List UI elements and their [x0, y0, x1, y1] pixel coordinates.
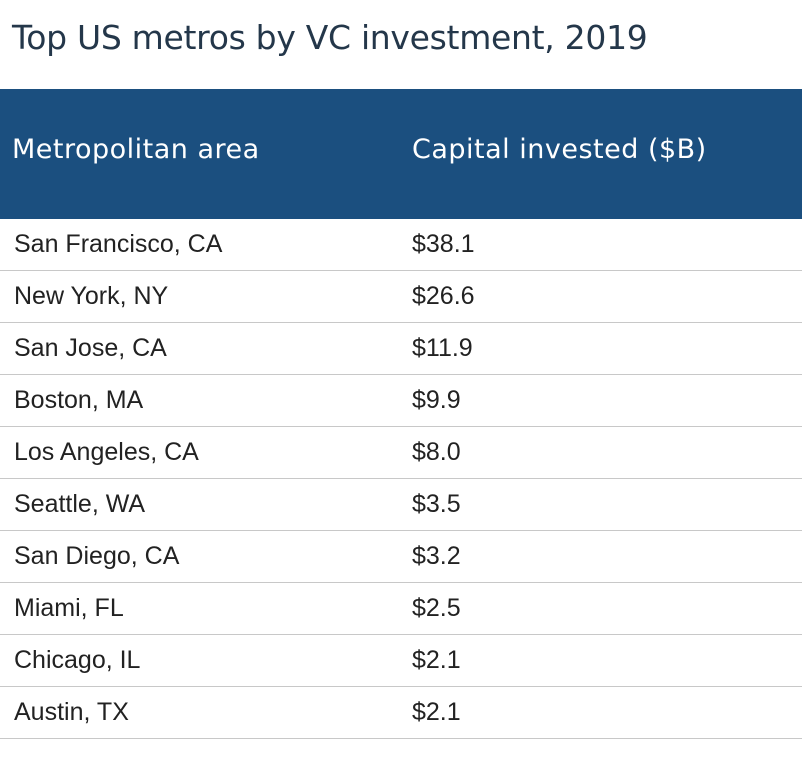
table-body: San Francisco, CA $38.1 New York, NY $26.6 S… — [0, 219, 802, 739]
table-row: Boston, MA $9.9 — [0, 375, 802, 427]
table-row: New York, NY $26.6 — [0, 271, 802, 323]
capital-cell: $11.9 — [412, 334, 473, 362]
table-row: Miami, FL $2.5 — [0, 583, 802, 635]
metro-cell: Chicago, IL — [14, 646, 141, 674]
metro-cell: San Jose, CA — [14, 334, 167, 362]
capital-cell: $3.2 — [412, 542, 461, 570]
vc-table: Metropolitan area Capital invested ($B) … — [0, 89, 802, 739]
table-row: San Jose, CA $11.9 — [0, 323, 802, 375]
capital-cell: $2.1 — [412, 698, 461, 726]
metro-cell: Los Angeles, CA — [14, 438, 199, 466]
capital-cell: $8.0 — [412, 438, 461, 466]
chart-title: Top US metros by VC investment, 2019 — [12, 18, 648, 57]
capital-cell: $26.6 — [412, 282, 475, 310]
table-row: Austin, TX $2.1 — [0, 687, 802, 739]
metro-cell: Boston, MA — [14, 386, 144, 414]
metro-cell: Miami, FL — [14, 594, 124, 622]
metro-cell: San Diego, CA — [14, 542, 180, 570]
table-row: Los Angeles, CA $8.0 — [0, 427, 802, 479]
metro-cell: New York, NY — [14, 282, 169, 310]
metro-cell: Seattle, WA — [14, 490, 146, 518]
capital-cell: $3.5 — [412, 490, 461, 518]
capital-cell: $38.1 — [412, 230, 475, 258]
table-row: San Diego, CA $3.2 — [0, 531, 802, 583]
column-header-capital: Capital invested ($B) — [412, 133, 707, 165]
capital-cell: $2.5 — [412, 594, 461, 622]
column-header-metro: Metropolitan area — [12, 133, 260, 165]
table-row: Chicago, IL $2.1 — [0, 635, 802, 687]
capital-cell: $9.9 — [412, 386, 461, 414]
table-row: Seattle, WA $3.5 — [0, 479, 802, 531]
metro-cell: San Francisco, CA — [14, 230, 223, 258]
capital-cell: $2.1 — [412, 646, 461, 674]
table-row: San Francisco, CA $38.1 — [0, 219, 802, 271]
table-header: Metropolitan area Capital invested ($B) — [0, 89, 802, 219]
metro-cell: Austin, TX — [14, 698, 129, 726]
